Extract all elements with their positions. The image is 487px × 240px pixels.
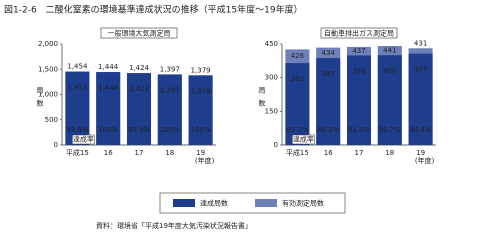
rate-label: 100%: [191, 126, 211, 134]
x-tick-label: 19: [196, 149, 205, 157]
bar-achieved: [96, 72, 121, 145]
value-label: 426: [291, 52, 305, 60]
panel-title-box: [320, 27, 398, 39]
bar-achieved: [126, 73, 152, 145]
x-tick-label: 16: [324, 149, 333, 157]
bar-achieved: [65, 71, 90, 145]
value-label: 1,444: [98, 63, 119, 71]
bar-achieved: [408, 53, 433, 146]
rate-label: 100%: [98, 126, 118, 134]
y-tick-label: 0: [54, 141, 58, 149]
y-tick-label: 150: [265, 107, 278, 115]
value-label: 1,453: [67, 84, 87, 92]
rate-label: 99.9%: [66, 126, 89, 134]
value-label: 1,379: [191, 87, 211, 95]
x-unit: (年度): [415, 156, 435, 165]
panel-title-box: [100, 27, 178, 39]
value-label: 1,424: [129, 64, 150, 72]
rate-name-box: [292, 134, 315, 145]
panel-title: 自動車排出ガス測定局: [324, 29, 394, 38]
bar-achieved: [157, 74, 182, 145]
value-label: 1,397: [160, 86, 180, 94]
panel-title: 一般環境大気測定局: [108, 29, 171, 38]
value-label: 1,444: [98, 84, 119, 92]
x-tick-label: 16: [104, 149, 113, 157]
x-tick-label: 19: [416, 149, 425, 157]
y-tick-label: 1,500: [38, 65, 58, 73]
value-label: 431: [414, 39, 427, 47]
y-axis-label: 局数: [258, 87, 266, 113]
value-label: 399: [352, 67, 365, 75]
x-tick-label: 18: [165, 149, 174, 157]
rate-name-box: [72, 134, 95, 145]
x-unit: (年度): [195, 156, 215, 165]
rate-label: 85.7%: [286, 126, 309, 134]
legend-label: 有効測定局数: [282, 199, 324, 208]
source: 資料：環境省「平成19年度大気汚染状況報告書」: [96, 221, 252, 230]
rate-label: 94.4%: [409, 126, 432, 134]
value-label: 441: [383, 47, 396, 55]
legend-label: 達成局数: [200, 199, 228, 208]
value-label: 387: [322, 70, 335, 78]
y-axis-label: 局数: [36, 87, 44, 113]
x-tick-label: 平成15: [286, 148, 309, 157]
y-tick-label: 2,000: [38, 40, 58, 48]
y-tick-label: 500: [45, 116, 58, 124]
x-tick-label: 17: [135, 149, 144, 157]
y-tick-label: 1,000: [38, 91, 58, 99]
rate-label: 100%: [160, 126, 180, 134]
rate-name: 達成率: [73, 135, 94, 144]
rate-name: 達成率: [293, 135, 314, 144]
legend-swatch: [173, 199, 195, 207]
rate-label: 89.2%: [317, 126, 340, 134]
y-tick-label: 0: [274, 141, 278, 149]
value-label: 437: [352, 47, 365, 55]
y-tick-label: 450: [265, 40, 278, 48]
rate-label: 90.7%: [379, 126, 402, 134]
value-label: 400: [383, 67, 396, 75]
y-tick-label: 300: [265, 74, 278, 82]
value-label: 1,397: [160, 65, 180, 73]
x-tick-label: 17: [355, 149, 364, 157]
value-label: 407: [414, 66, 427, 74]
bar-achieved: [346, 55, 372, 145]
bar-achieved: [188, 75, 213, 145]
value-label: 1,423: [129, 85, 149, 93]
x-tick-label: 平成15: [66, 148, 89, 157]
value-label: 1,379: [191, 66, 211, 74]
legend-box: [159, 192, 346, 214]
figure-title: 図1-2-6 二酸化窒素の環境基準達成状況の推移（平成15年度～19年度）: [4, 4, 303, 16]
bar-achieved: [377, 55, 402, 145]
bar-achieved: [285, 63, 310, 146]
rate-label: 99.9%: [128, 126, 151, 134]
value-label: 434: [322, 49, 336, 57]
value-label: 365: [291, 75, 304, 83]
value-label: 1,454: [67, 63, 88, 71]
bar-achieved: [316, 58, 341, 145]
x-tick-label: 18: [385, 149, 394, 157]
rate-label: 91.3%: [348, 126, 371, 134]
legend-swatch: [255, 199, 277, 207]
